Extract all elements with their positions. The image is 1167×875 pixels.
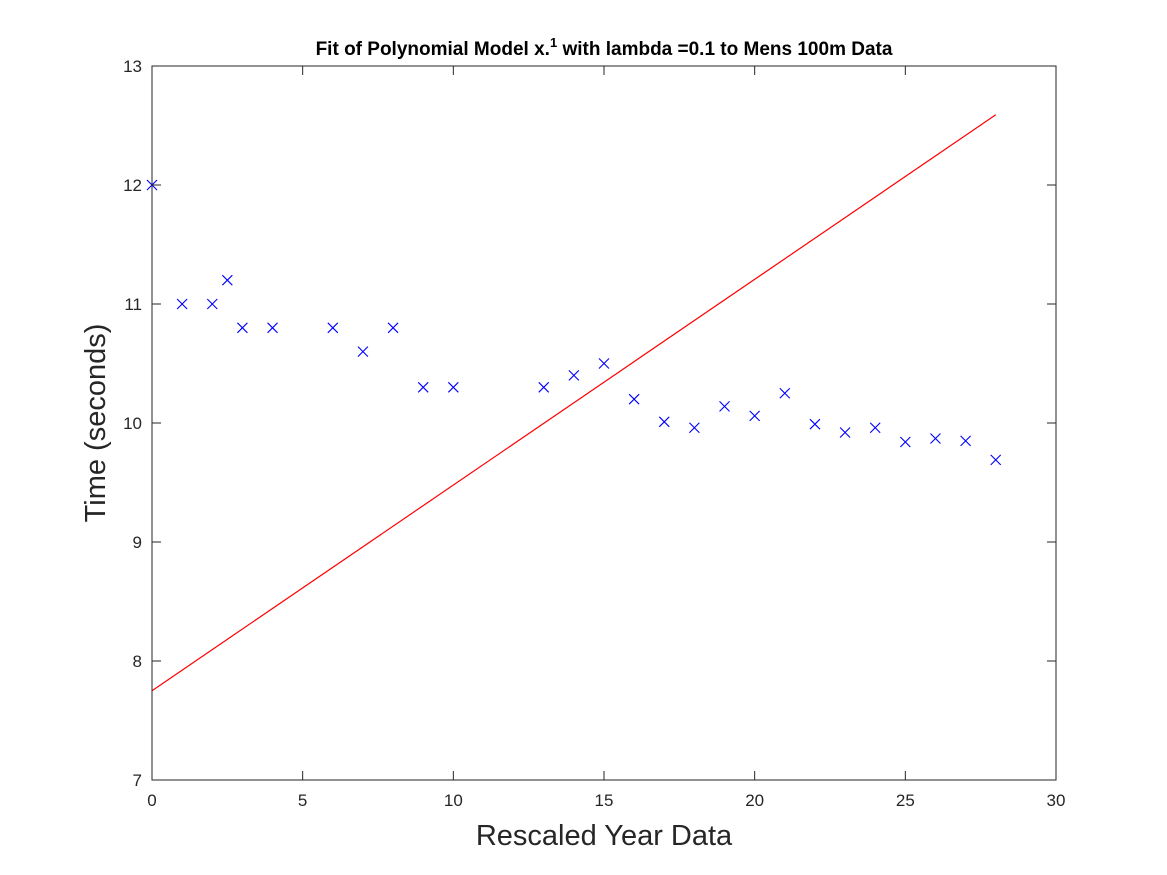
y-tick-label: 11 xyxy=(124,295,142,314)
data-point-marker xyxy=(689,422,700,434)
data-point-marker xyxy=(538,381,550,393)
data-point-marker xyxy=(447,381,459,393)
data-point-marker xyxy=(719,400,730,412)
x-tick-label: 0 xyxy=(147,791,156,810)
data-point-marker xyxy=(779,387,791,399)
y-tick-label: 13 xyxy=(123,57,142,76)
data-point-marker xyxy=(206,298,218,310)
plot-area xyxy=(152,66,1056,780)
x-tick-label: 15 xyxy=(595,791,614,810)
data-point-marker xyxy=(839,427,851,438)
x-tick-label: 5 xyxy=(298,791,307,810)
x-axis-title: Rescaled Year Data xyxy=(476,820,733,852)
data-point-marker xyxy=(749,410,761,422)
y-axis-title: Time (seconds) xyxy=(80,324,112,523)
data-point-marker xyxy=(568,370,580,381)
data-point-marker xyxy=(628,393,640,405)
chart-title-main: Fit of Polynomial Model x. xyxy=(316,39,550,60)
data-point-marker xyxy=(387,322,399,334)
y-tick-label: 9 xyxy=(133,533,142,552)
axes-layer: 0 5 10 15 20 25 30 7 8 9 10 11 12 13 xyxy=(123,57,1065,810)
x-tick-label: 30 xyxy=(1047,791,1066,810)
y-tick-label: 12 xyxy=(123,176,142,195)
chart-title-superscript: 1 xyxy=(550,35,557,50)
y-tick-label: 7 xyxy=(133,771,142,790)
data-point-marker xyxy=(899,436,911,448)
data-point-marker xyxy=(237,322,248,334)
data-point-marker xyxy=(990,454,1002,466)
data-point-marker xyxy=(809,418,821,430)
fit-line xyxy=(151,114,997,692)
x-tick-label: 25 xyxy=(896,791,915,810)
data-point-marker xyxy=(176,298,188,310)
data-point-marker xyxy=(357,346,369,357)
data-point-marker xyxy=(658,416,670,428)
x-tick-label: 20 xyxy=(745,791,764,810)
data-point-marker xyxy=(598,358,610,369)
series-layer xyxy=(146,114,1002,692)
data-point-marker xyxy=(327,322,339,334)
data-point-marker xyxy=(221,274,233,286)
x-tick-label: 10 xyxy=(444,791,463,810)
y-tick-label: 10 xyxy=(123,414,142,433)
data-point-marker xyxy=(960,435,971,447)
data-point-marker xyxy=(267,322,278,334)
data-point-marker xyxy=(869,422,881,434)
y-tick-label: 8 xyxy=(133,652,142,671)
chart-title: Fit of Polynomial Model x.1 with lambda … xyxy=(316,35,893,60)
data-point-marker xyxy=(417,381,429,393)
chart-title-rest: with lambda =0.1 to Mens 100m Data xyxy=(557,39,893,60)
data-point-marker xyxy=(930,433,941,444)
